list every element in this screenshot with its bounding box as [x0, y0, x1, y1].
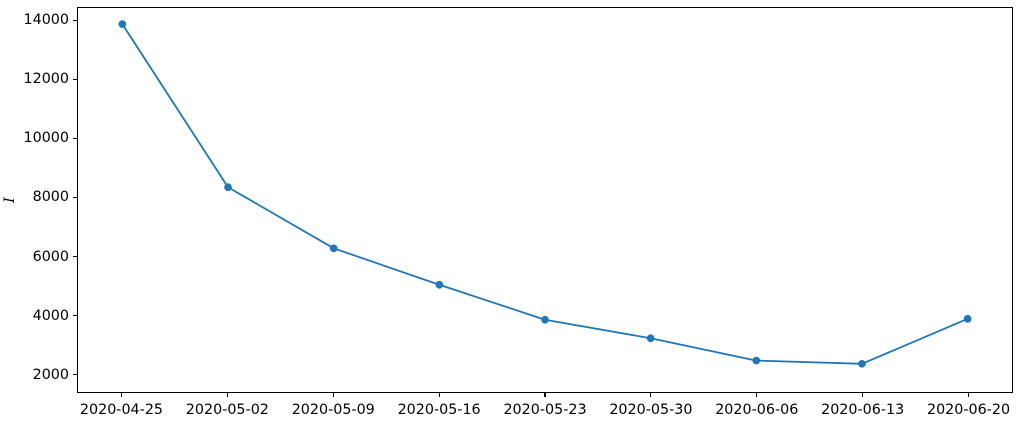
x-tick-label: 2020-05-16	[397, 402, 481, 418]
y-tick-label: 14000	[23, 12, 69, 29]
x-tick-mark	[544, 393, 546, 397]
x-tick-label: 2020-05-09	[291, 402, 375, 418]
data-point-marker: 2020-05-02: 8350	[224, 183, 232, 192]
y-tick-mark	[73, 196, 77, 199]
data-point-marker: 2020-04-25: 13900	[118, 20, 127, 29]
y-tick-mark	[73, 315, 77, 317]
y-tick-label: 6000	[32, 248, 69, 265]
x-tick-mark	[862, 393, 864, 397]
x-tick-label: 2020-06-06	[715, 402, 799, 418]
data-point-marker: 2020-05-09: 6270	[329, 244, 338, 253]
y-tick-mark	[73, 78, 77, 80]
x-tick-mark	[967, 393, 970, 397]
x-tick-label: 2020-05-23	[503, 402, 587, 418]
x-tick-mark	[226, 393, 228, 397]
x-tick-label: 2020-04-25	[79, 402, 164, 418]
y-tick-label: 2000	[32, 366, 69, 383]
y-tick-mark	[73, 255, 77, 258]
x-tick-label: 2020-05-02	[185, 402, 269, 418]
x-tick-mark	[756, 393, 758, 397]
plot-area: 2020-04-25: 13900 2020-05-02: 8350 2020-05…	[77, 7, 1013, 393]
data-point-marker: 2020-06-06: 2450	[752, 356, 761, 365]
y-tick-mark	[73, 137, 77, 140]
data-point-marker: 2020-05-30: 3210	[646, 334, 655, 343]
x-tick-label: 2020-05-30	[609, 402, 693, 418]
y-tick-label: 10000	[23, 130, 69, 147]
data-series-line	[121, 23, 969, 365]
x-tick-mark	[120, 393, 123, 397]
x-tick-mark	[332, 393, 334, 397]
x-tick-mark	[650, 393, 652, 397]
y-tick-label: 4000	[32, 307, 69, 324]
data-point-marker: 2020-05-23: 3840	[541, 315, 549, 324]
y-tick-label: 12000	[23, 71, 69, 88]
y-tick-mark	[73, 19, 77, 21]
y-tick-mark	[73, 374, 77, 376]
x-tick-label: 2020-06-20	[926, 402, 1011, 418]
line-chart-canvas: 2020-04-25: 13900 2020-05-02: 8350 2020-05…	[118, 20, 972, 368]
data-point-marker: 2020-06-20: 3870	[963, 314, 972, 323]
data-point-marker: 2020-05-16: 5030	[435, 280, 444, 289]
data-series-markers: 2020-04-25: 13900 2020-05-02: 8350 2020-05…	[118, 20, 972, 368]
y-axis-ticks: 2000 4000 6000 8000 10000 12000 14000	[0, 0, 77, 428]
data-point-marker: 2020-06-13: 2340	[858, 359, 866, 368]
y-tick-label: 8000	[32, 189, 69, 206]
x-tick-mark	[438, 393, 440, 397]
x-tick-label: 2020-06-13	[821, 402, 905, 418]
